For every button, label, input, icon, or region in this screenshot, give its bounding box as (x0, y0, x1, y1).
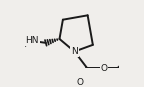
Text: O: O (77, 78, 84, 87)
Text: N: N (71, 47, 78, 56)
Text: O: O (100, 64, 107, 73)
Text: HN: HN (25, 36, 39, 45)
